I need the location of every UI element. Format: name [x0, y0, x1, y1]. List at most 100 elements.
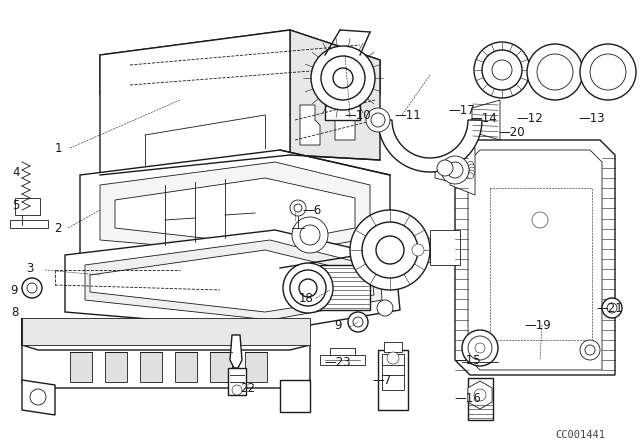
Polygon shape: [230, 335, 242, 368]
Circle shape: [371, 113, 385, 127]
Text: —17: —17: [448, 103, 475, 116]
Polygon shape: [384, 342, 402, 352]
Circle shape: [232, 385, 242, 395]
Circle shape: [462, 330, 498, 366]
Polygon shape: [300, 105, 320, 145]
Text: 8: 8: [12, 306, 19, 319]
Polygon shape: [450, 148, 475, 195]
Circle shape: [602, 298, 622, 318]
Circle shape: [292, 217, 328, 253]
Circle shape: [290, 200, 306, 216]
Polygon shape: [378, 120, 482, 172]
Circle shape: [348, 312, 368, 332]
Circle shape: [387, 352, 399, 364]
Text: —23: —23: [324, 356, 351, 369]
Circle shape: [585, 345, 595, 355]
Circle shape: [475, 343, 485, 353]
Circle shape: [283, 263, 333, 313]
Polygon shape: [290, 30, 380, 160]
Polygon shape: [604, 298, 621, 318]
Polygon shape: [80, 150, 390, 268]
Text: —6: —6: [302, 203, 321, 216]
Circle shape: [474, 42, 530, 98]
Text: 5: 5: [12, 198, 20, 211]
Text: —11: —11: [394, 108, 420, 121]
Text: 4: 4: [12, 165, 20, 178]
Polygon shape: [280, 380, 310, 412]
Polygon shape: [100, 162, 370, 255]
Text: 18: 18: [299, 292, 314, 305]
Text: 22: 22: [241, 382, 255, 395]
Circle shape: [580, 340, 600, 360]
Circle shape: [22, 278, 42, 298]
Text: CC001441: CC001441: [555, 430, 605, 440]
Text: —7: —7: [372, 374, 391, 387]
Circle shape: [290, 270, 326, 306]
Text: 9: 9: [334, 319, 342, 332]
Polygon shape: [22, 318, 310, 345]
Polygon shape: [468, 150, 602, 370]
Polygon shape: [175, 352, 197, 382]
Text: —20: —20: [498, 125, 525, 138]
Circle shape: [353, 317, 363, 327]
Circle shape: [30, 389, 46, 405]
Polygon shape: [100, 30, 380, 95]
Text: —19: —19: [524, 319, 551, 332]
Polygon shape: [320, 355, 365, 365]
Circle shape: [482, 50, 522, 90]
Text: —13: —13: [578, 112, 605, 125]
Polygon shape: [435, 153, 455, 183]
Text: 9: 9: [10, 284, 18, 297]
Circle shape: [333, 68, 353, 88]
Polygon shape: [85, 240, 382, 320]
Polygon shape: [22, 318, 310, 388]
Polygon shape: [10, 220, 48, 228]
Circle shape: [441, 156, 469, 184]
Text: 1: 1: [54, 142, 61, 155]
Polygon shape: [330, 348, 355, 360]
Polygon shape: [115, 178, 355, 245]
Text: 2: 2: [54, 221, 61, 234]
Text: —21: —21: [596, 302, 623, 314]
Text: —12: —12: [516, 112, 543, 125]
Text: —14: —14: [470, 112, 497, 125]
Circle shape: [469, 167, 475, 173]
Circle shape: [412, 244, 424, 256]
Circle shape: [468, 161, 474, 167]
Circle shape: [27, 283, 37, 293]
Polygon shape: [65, 230, 400, 330]
Circle shape: [366, 108, 390, 132]
Circle shape: [350, 210, 430, 290]
Circle shape: [321, 56, 365, 100]
Polygon shape: [382, 354, 404, 390]
Circle shape: [437, 160, 453, 176]
Polygon shape: [360, 238, 430, 262]
Text: —15: —15: [454, 353, 481, 366]
Polygon shape: [105, 352, 127, 382]
Circle shape: [607, 303, 617, 313]
Polygon shape: [430, 230, 460, 265]
Polygon shape: [228, 368, 246, 395]
Text: —16: —16: [454, 392, 481, 405]
Circle shape: [527, 44, 583, 100]
Circle shape: [362, 222, 418, 278]
Polygon shape: [210, 352, 232, 382]
Polygon shape: [90, 250, 374, 312]
Circle shape: [468, 170, 475, 176]
Polygon shape: [472, 100, 500, 140]
Circle shape: [468, 164, 475, 170]
Circle shape: [532, 212, 548, 228]
Text: 3: 3: [26, 262, 34, 275]
Circle shape: [311, 46, 375, 110]
Polygon shape: [468, 378, 493, 420]
Text: —10: —10: [344, 108, 371, 121]
Polygon shape: [23, 278, 41, 298]
Polygon shape: [378, 350, 408, 410]
Polygon shape: [140, 352, 162, 382]
Circle shape: [537, 54, 573, 90]
Circle shape: [447, 162, 463, 178]
Circle shape: [468, 336, 492, 360]
Polygon shape: [15, 198, 40, 215]
Circle shape: [492, 60, 512, 80]
Circle shape: [299, 279, 317, 297]
